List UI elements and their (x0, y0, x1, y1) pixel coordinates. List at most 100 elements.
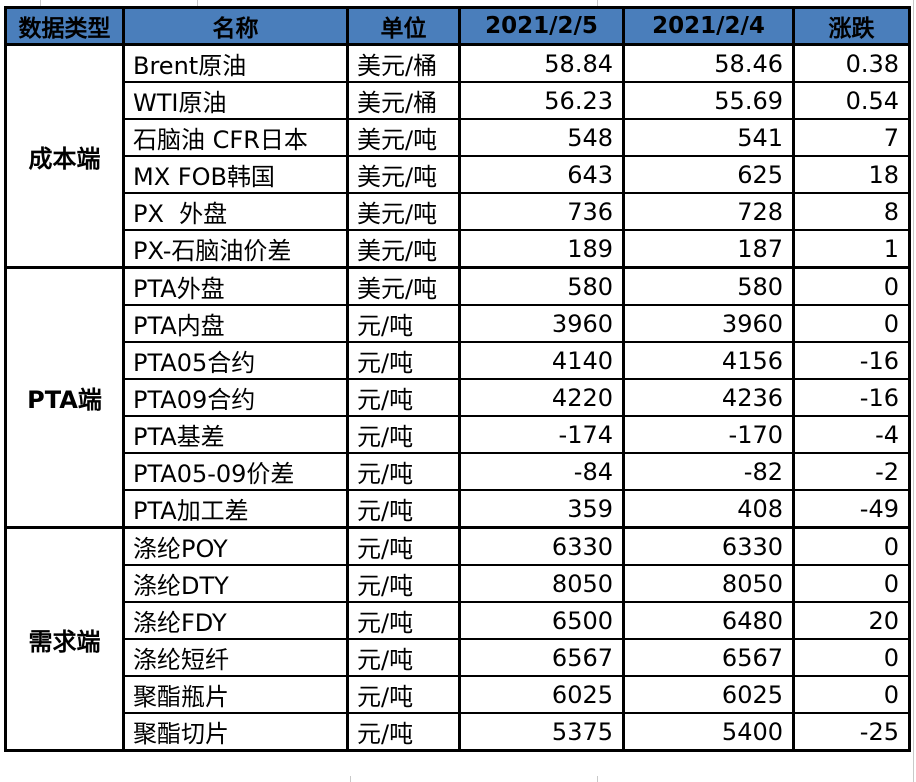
table-row: PTA加工差 元/吨 359 408 -49 (6, 489, 911, 529)
table-row: PTA内盘 元/吨 3960 3960 0 (6, 304, 911, 343)
table-row: 聚酯切片 元/吨 5375 5400 -25 (6, 712, 911, 752)
cell-value-feb5: 56.23 (458, 81, 625, 120)
cell-change: 0 (792, 564, 911, 603)
cell-unit: 元/吨 (346, 341, 461, 380)
cell-change: 8 (792, 192, 911, 231)
cell-name: PTA09合约 (122, 378, 349, 417)
cell-name: PTA基差 (122, 415, 349, 454)
cell-value-feb5: 8050 (458, 564, 625, 603)
table-row: PTA05合约 元/吨 4140 4156 -16 (6, 341, 911, 380)
cell-value-feb5: 643 (458, 155, 625, 194)
cell-name: Brent原油 (122, 43, 349, 83)
cell-value-feb5: 5375 (458, 712, 625, 752)
cell-value-feb4: 6480 (622, 601, 795, 640)
table-row: 涤纶DTY 元/吨 8050 8050 0 (6, 564, 911, 603)
cell-value-feb4: 6330 (622, 526, 795, 566)
cell-name: PTA05-09价差 (122, 452, 349, 491)
cell-name: PX 外盘 (122, 192, 349, 231)
cell-unit: 元/吨 (346, 638, 461, 677)
cell-change: 0 (792, 638, 911, 677)
group-label: 需求端 (4, 526, 125, 752)
excel-gridline (913, 0, 914, 782)
cell-name: 涤纶POY (122, 526, 349, 566)
cell-value-feb5: 6567 (458, 638, 625, 677)
cell-name: 涤纶短纤 (122, 638, 349, 677)
cell-unit: 元/吨 (346, 378, 461, 417)
cell-value-feb4: 4236 (622, 378, 795, 417)
cell-value-feb5: 3960 (458, 304, 625, 343)
table-row: 聚酯瓶片 元/吨 6025 6025 0 (6, 675, 911, 714)
cell-value-feb4: -170 (622, 415, 795, 454)
cell-name: MX FOB韩国 (122, 155, 349, 194)
cell-value-feb5: 359 (458, 489, 625, 529)
cell-value-feb5: 6500 (458, 601, 625, 640)
cell-value-feb4: 625 (622, 155, 795, 194)
table-row: 涤纶短纤 元/吨 6567 6567 0 (6, 638, 911, 677)
cell-value-feb4: 5400 (622, 712, 795, 752)
cell-value-feb5: 580 (458, 266, 625, 306)
group-label: 成本端 (4, 43, 125, 269)
cell-unit: 美元/吨 (346, 229, 461, 269)
cell-name: 聚酯切片 (122, 712, 349, 752)
cell-value-feb4: 8050 (622, 564, 795, 603)
table-row: PX 外盘 美元/吨 736 728 8 (6, 192, 911, 231)
excel-gridline (597, 0, 598, 6)
header-row: 数据类型 名称 单位 2021/2/5 2021/2/4 涨跌 (4, 6, 911, 46)
cell-value-feb5: 4140 (458, 341, 625, 380)
col-header-data-type: 数据类型 (4, 6, 125, 46)
cell-name: PTA05合约 (122, 341, 349, 380)
cell-name: 聚酯瓶片 (122, 675, 349, 714)
cell-name: WTI原油 (122, 81, 349, 120)
cell-value-feb5: 736 (458, 192, 625, 231)
group-label: PTA端 (4, 266, 125, 529)
cell-change: 0 (792, 675, 911, 714)
table-row: PTA09合约 元/吨 4220 4236 -16 (6, 378, 911, 417)
cell-value-feb5: -84 (458, 452, 625, 491)
cell-change: 18 (792, 155, 911, 194)
cell-unit: 美元/吨 (346, 266, 461, 306)
cell-change: -25 (792, 712, 911, 752)
table-row: PTA05-09价差 元/吨 -84 -82 -2 (6, 452, 911, 491)
table-row: PTA端 PTA外盘 美元/吨 580 580 0 (4, 266, 911, 529)
cell-unit: 美元/吨 (346, 192, 461, 231)
table-row: 石脑油 CFR日本 美元/吨 548 541 7 (6, 118, 911, 157)
cell-unit: 美元/桶 (346, 81, 461, 120)
cell-name: 石脑油 CFR日本 (122, 118, 349, 157)
cell-change: 0 (792, 266, 911, 306)
cell-value-feb4: 728 (622, 192, 795, 231)
pta-price-table: 数据类型 名称 单位 2021/2/5 2021/2/4 涨跌 成本端 Brent… (4, 6, 911, 752)
cell-change: -16 (792, 341, 911, 380)
excel-gridline (350, 776, 351, 782)
cell-change: 0 (792, 526, 911, 566)
table-row: 涤纶FDY 元/吨 6500 6480 20 (6, 601, 911, 640)
cell-value-feb5: 6330 (458, 526, 625, 566)
cell-value-feb4: 6567 (622, 638, 795, 677)
table-row: PX-石脑油价差 美元/吨 189 187 1 (6, 229, 911, 269)
cell-value-feb4: 580 (622, 266, 795, 306)
excel-gridline (40, 0, 41, 6)
cell-unit: 元/吨 (346, 564, 461, 603)
cell-name: PTA内盘 (122, 304, 349, 343)
cell-change: -49 (792, 489, 911, 529)
cell-value-feb4: 187 (622, 229, 795, 269)
table-row: PTA基差 元/吨 -174 -170 -4 (6, 415, 911, 454)
table-row: WTI原油 美元/桶 56.23 55.69 0.54 (6, 81, 911, 120)
cell-value-feb4: 6025 (622, 675, 795, 714)
cell-unit: 元/吨 (346, 415, 461, 454)
table-row: 需求端 涤纶POY 元/吨 6330 6330 0 (4, 526, 911, 752)
cell-name: 涤纶DTY (122, 564, 349, 603)
cell-value-feb5: 189 (458, 229, 625, 269)
cell-change: 7 (792, 118, 911, 157)
cell-unit: 元/吨 (346, 601, 461, 640)
cell-value-feb5: 4220 (458, 378, 625, 417)
cell-name: PTA加工差 (122, 489, 349, 529)
cell-unit: 元/吨 (346, 489, 461, 529)
cell-unit: 元/吨 (346, 712, 461, 752)
cell-value-feb5: 58.84 (458, 43, 625, 83)
cell-unit: 元/吨 (346, 675, 461, 714)
excel-gridline (197, 0, 198, 6)
cell-name: PTA外盘 (122, 266, 349, 306)
cell-name: 涤纶FDY (122, 601, 349, 640)
cell-change: 0.38 (792, 43, 911, 83)
cell-change: -2 (792, 452, 911, 491)
